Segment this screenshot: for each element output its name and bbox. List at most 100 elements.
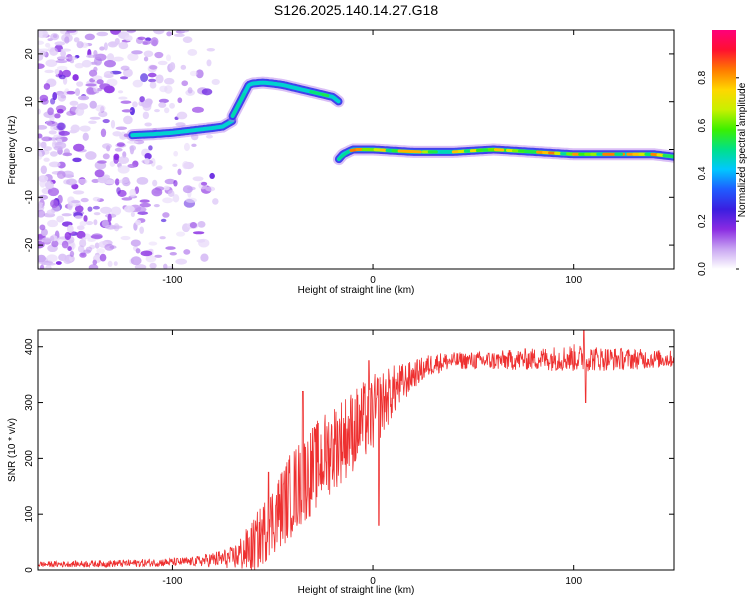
noise-blob bbox=[79, 252, 87, 258]
noise-blob bbox=[155, 165, 163, 171]
noise-blob bbox=[110, 206, 122, 216]
track-hot-segment bbox=[337, 150, 350, 161]
noise-blob bbox=[96, 87, 103, 92]
noise-blob bbox=[48, 161, 61, 168]
noise-blob bbox=[38, 150, 43, 160]
noise-blob bbox=[89, 116, 101, 120]
noise-blob bbox=[56, 65, 68, 70]
noise-blob bbox=[54, 68, 60, 75]
noise-blob bbox=[77, 178, 88, 185]
noise-blob bbox=[212, 198, 219, 205]
noise-blob bbox=[139, 226, 145, 234]
noise-blob bbox=[110, 119, 116, 129]
noise-blob bbox=[182, 161, 190, 170]
noise-blob bbox=[38, 40, 45, 45]
track-hot-segment bbox=[397, 149, 422, 154]
noise-blob bbox=[103, 42, 108, 51]
noise-blob bbox=[81, 59, 92, 68]
noise-blob bbox=[129, 188, 137, 198]
noise-blob bbox=[92, 259, 98, 266]
noise-blob bbox=[50, 33, 60, 41]
noise-blob bbox=[38, 209, 46, 218]
noise-blob bbox=[144, 152, 152, 160]
snr-y-axis-title: SNR (10 * v/v) bbox=[7, 418, 18, 482]
noise-blob bbox=[123, 205, 135, 213]
noise-blob bbox=[85, 151, 97, 160]
noise-blob bbox=[144, 122, 152, 127]
noise-blob bbox=[177, 168, 182, 176]
noise-blob bbox=[148, 241, 158, 246]
noise-blob bbox=[93, 212, 101, 216]
noise-blob bbox=[112, 56, 124, 62]
spectrogram-y-axis-title: Frequency (Hz) bbox=[7, 116, 18, 185]
noise-blob bbox=[135, 248, 141, 254]
noise-blob bbox=[92, 196, 101, 202]
noise-blob bbox=[62, 152, 73, 157]
noise-blob bbox=[55, 261, 62, 265]
noise-blob bbox=[89, 100, 97, 109]
noise-blob bbox=[197, 220, 206, 228]
noise-blob bbox=[141, 100, 152, 108]
noise-blob bbox=[191, 143, 197, 148]
track-hot-segment bbox=[662, 153, 674, 159]
noise-blob bbox=[147, 72, 157, 78]
noise-blob bbox=[143, 50, 154, 58]
snr-panel: -100 0 100 0 100 200 300 400 Height of straigh… bbox=[7, 329, 675, 596]
noise-blob bbox=[139, 202, 151, 208]
noise-blob bbox=[69, 100, 79, 106]
noise-blob bbox=[104, 243, 115, 251]
x-tick-label: 100 bbox=[565, 576, 582, 587]
noise-blob bbox=[126, 30, 137, 33]
noise-blob bbox=[83, 215, 88, 222]
noise-blob bbox=[85, 246, 93, 252]
noise-blob bbox=[56, 56, 69, 60]
noise-blob bbox=[159, 236, 166, 240]
noise-blob bbox=[181, 80, 189, 87]
noise-blob bbox=[164, 85, 173, 94]
noise-blob bbox=[72, 190, 85, 195]
noise-blob bbox=[175, 122, 186, 127]
spectrogram-x-axis: -100 0 100 bbox=[162, 30, 582, 286]
noise-blob bbox=[60, 50, 67, 58]
noise-blob bbox=[139, 199, 150, 203]
x-tick-label: -100 bbox=[162, 275, 182, 286]
noise-blob bbox=[154, 51, 164, 59]
noise-blob bbox=[187, 87, 193, 94]
noise-blob bbox=[149, 65, 158, 70]
noise-blob bbox=[155, 74, 164, 84]
noise-blob bbox=[106, 53, 115, 62]
noise-blob bbox=[69, 59, 75, 64]
noise-blob bbox=[123, 133, 129, 138]
noise-blob bbox=[135, 206, 147, 213]
noise-blob bbox=[177, 97, 183, 104]
noise-blob bbox=[148, 145, 153, 151]
x-tick-label: 0 bbox=[370, 576, 376, 587]
noise-blob bbox=[113, 223, 120, 232]
noise-blob bbox=[173, 150, 179, 157]
noise-blob bbox=[99, 253, 107, 262]
noise-blob bbox=[39, 224, 46, 231]
noise-blob bbox=[206, 59, 212, 67]
noise-blob bbox=[145, 255, 157, 263]
noise-blob bbox=[116, 142, 125, 147]
x-tick-label: -100 bbox=[162, 576, 182, 587]
noise-blob bbox=[38, 141, 42, 148]
noise-blob bbox=[126, 140, 139, 144]
noise-blob bbox=[43, 146, 53, 151]
spectrogram-noise bbox=[38, 30, 220, 269]
noise-blob bbox=[47, 187, 60, 197]
noise-blob bbox=[56, 170, 66, 180]
noise-blob bbox=[117, 165, 130, 174]
noise-blob bbox=[132, 101, 138, 108]
noise-blob bbox=[120, 100, 132, 104]
noise-blob bbox=[130, 239, 141, 247]
snr-y-axis: 0 100 200 300 400 bbox=[24, 338, 674, 573]
noise-blob bbox=[127, 53, 139, 61]
noise-blob bbox=[38, 254, 47, 263]
noise-blob bbox=[110, 30, 122, 35]
noise-blob bbox=[44, 262, 57, 266]
noise-blob bbox=[113, 261, 118, 266]
noise-blob bbox=[114, 147, 123, 152]
noise-blob bbox=[198, 238, 210, 248]
noise-blob bbox=[44, 69, 54, 74]
